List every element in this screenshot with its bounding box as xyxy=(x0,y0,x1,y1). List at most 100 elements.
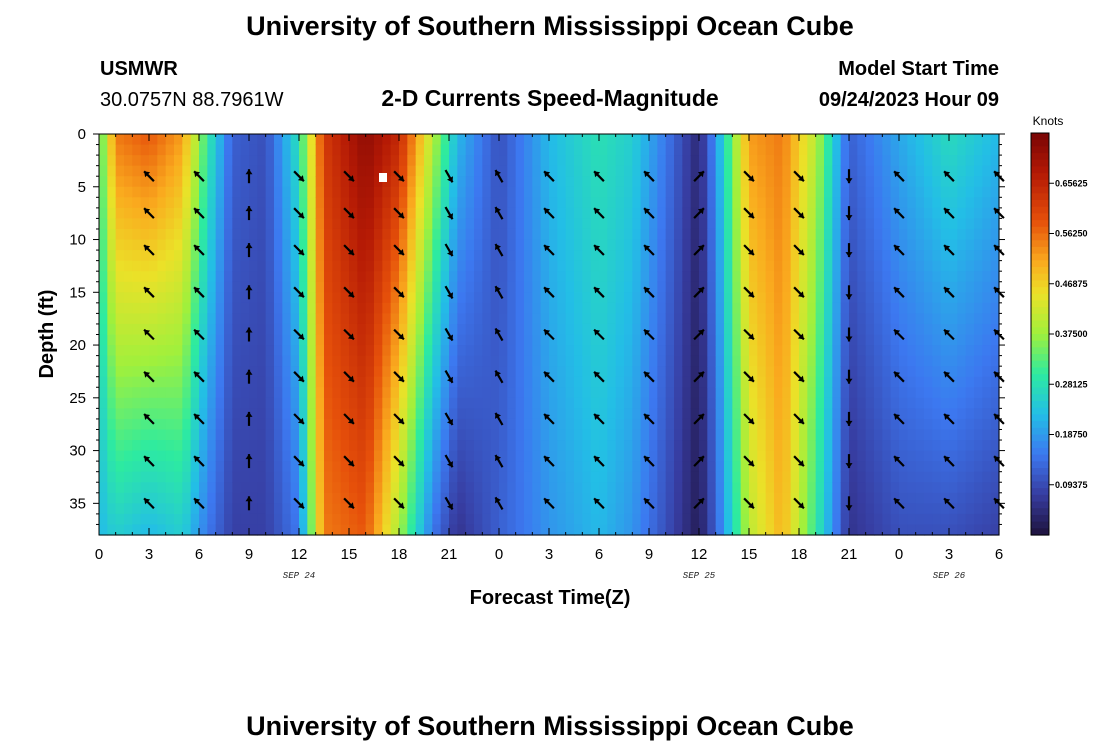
heatmap-cell xyxy=(899,144,908,156)
heatmap-cell xyxy=(899,134,908,146)
heatmap-cell xyxy=(174,461,183,473)
heatmap-cell xyxy=(207,345,217,357)
heatmap-cell xyxy=(915,366,925,378)
heatmap-cell xyxy=(332,176,342,188)
heatmap-cell xyxy=(815,334,825,346)
heatmap-cell xyxy=(665,313,675,325)
heatmap-cell xyxy=(549,165,558,177)
heatmap-cell xyxy=(615,313,625,325)
heatmap-cell xyxy=(707,345,717,357)
heatmap-cell xyxy=(907,418,917,431)
heatmap-cell xyxy=(607,281,617,293)
heatmap-cell xyxy=(674,440,683,452)
heatmap-cell xyxy=(274,260,283,272)
heatmap-cell xyxy=(274,323,283,336)
heatmap-cell xyxy=(382,376,392,388)
heatmap-cell xyxy=(290,207,300,220)
heatmap-cell xyxy=(332,302,342,314)
current-arrow xyxy=(593,413,605,425)
heatmap-cell xyxy=(607,440,617,452)
current-arrow xyxy=(143,286,155,298)
heatmap-cell xyxy=(490,186,500,198)
heatmap-cell xyxy=(749,387,758,399)
heatmap-cell xyxy=(532,387,542,399)
heatmap-cell xyxy=(907,155,917,167)
heatmap-cell xyxy=(549,440,558,452)
heatmap-cell xyxy=(449,471,458,483)
heatmap-cell xyxy=(465,197,475,209)
heatmap-cell xyxy=(682,503,692,515)
heatmap-cell xyxy=(824,155,833,167)
heatmap-cell xyxy=(149,429,158,441)
heatmap-cell xyxy=(215,334,225,346)
heatmap-cell xyxy=(265,513,275,526)
heatmap-cell xyxy=(540,302,550,314)
heatmap-cell xyxy=(165,345,175,357)
heatmap-cell xyxy=(174,271,183,283)
heatmap-cell xyxy=(815,429,825,441)
heatmap-cell xyxy=(857,418,867,431)
heatmap-cell xyxy=(549,461,558,473)
heatmap-cell xyxy=(490,376,500,388)
heatmap-cell xyxy=(474,429,483,441)
heatmap-cell xyxy=(324,165,333,177)
heatmap-cell xyxy=(449,207,458,220)
heatmap-cell xyxy=(699,524,708,536)
heatmap-cell xyxy=(957,461,967,473)
heatmap-cell xyxy=(449,155,458,167)
current-arrow xyxy=(293,455,305,467)
heatmap-cell xyxy=(124,207,133,220)
heatmap-cell xyxy=(482,207,492,220)
heatmap-cell xyxy=(315,376,325,388)
heatmap-cell xyxy=(774,302,783,314)
heatmap-cell xyxy=(440,176,450,188)
heatmap-cell xyxy=(507,218,517,230)
heatmap-cell xyxy=(949,524,958,536)
heatmap-cell xyxy=(749,471,758,483)
heatmap-cell xyxy=(99,186,108,198)
heatmap-cell xyxy=(640,292,650,304)
station-id: USMWR xyxy=(100,58,178,80)
heatmap-cell xyxy=(132,186,142,198)
colorbar-segment xyxy=(1031,521,1049,529)
heatmap-cell xyxy=(932,503,942,515)
heatmap-cell xyxy=(199,461,208,473)
heatmap-cell xyxy=(599,471,608,483)
heatmap-cell xyxy=(582,144,592,156)
heatmap-cell xyxy=(140,250,150,262)
current-arrow xyxy=(245,206,253,221)
heatmap-cell xyxy=(574,197,583,209)
heatmap-cell xyxy=(690,429,700,441)
heatmap-cell xyxy=(249,144,258,156)
heatmap-cell xyxy=(107,503,117,515)
heatmap-cell xyxy=(965,302,975,314)
heatmap-cell xyxy=(315,271,325,283)
heatmap-cell xyxy=(874,366,883,378)
heatmap-cell xyxy=(599,144,608,156)
heatmap-cell xyxy=(790,503,800,515)
heatmap-cell xyxy=(215,440,225,452)
heatmap-cell xyxy=(624,313,633,325)
heatmap-cell xyxy=(640,218,650,230)
heatmap-cell xyxy=(199,397,208,409)
heatmap-cell xyxy=(915,186,925,198)
heatmap-cell xyxy=(932,292,942,304)
heatmap-cell xyxy=(874,450,883,462)
heatmap-cell xyxy=(849,281,858,293)
heatmap-cell xyxy=(949,503,958,515)
heatmap-cell xyxy=(557,144,567,156)
heatmap-cell xyxy=(849,366,858,378)
heatmap-cell xyxy=(849,134,858,146)
heatmap-cell xyxy=(399,334,408,346)
current-arrow xyxy=(543,207,555,219)
heatmap-cell xyxy=(415,366,425,378)
heatmap-cell xyxy=(499,492,508,504)
heatmap-cell xyxy=(607,418,617,431)
heatmap-cell xyxy=(274,492,283,504)
heatmap-cell xyxy=(199,260,208,272)
heatmap-cell xyxy=(774,218,783,230)
heatmap-cell xyxy=(299,228,308,241)
heatmap-cell xyxy=(865,197,875,209)
heatmap-cell xyxy=(624,271,633,283)
heatmap-cell xyxy=(949,186,958,198)
